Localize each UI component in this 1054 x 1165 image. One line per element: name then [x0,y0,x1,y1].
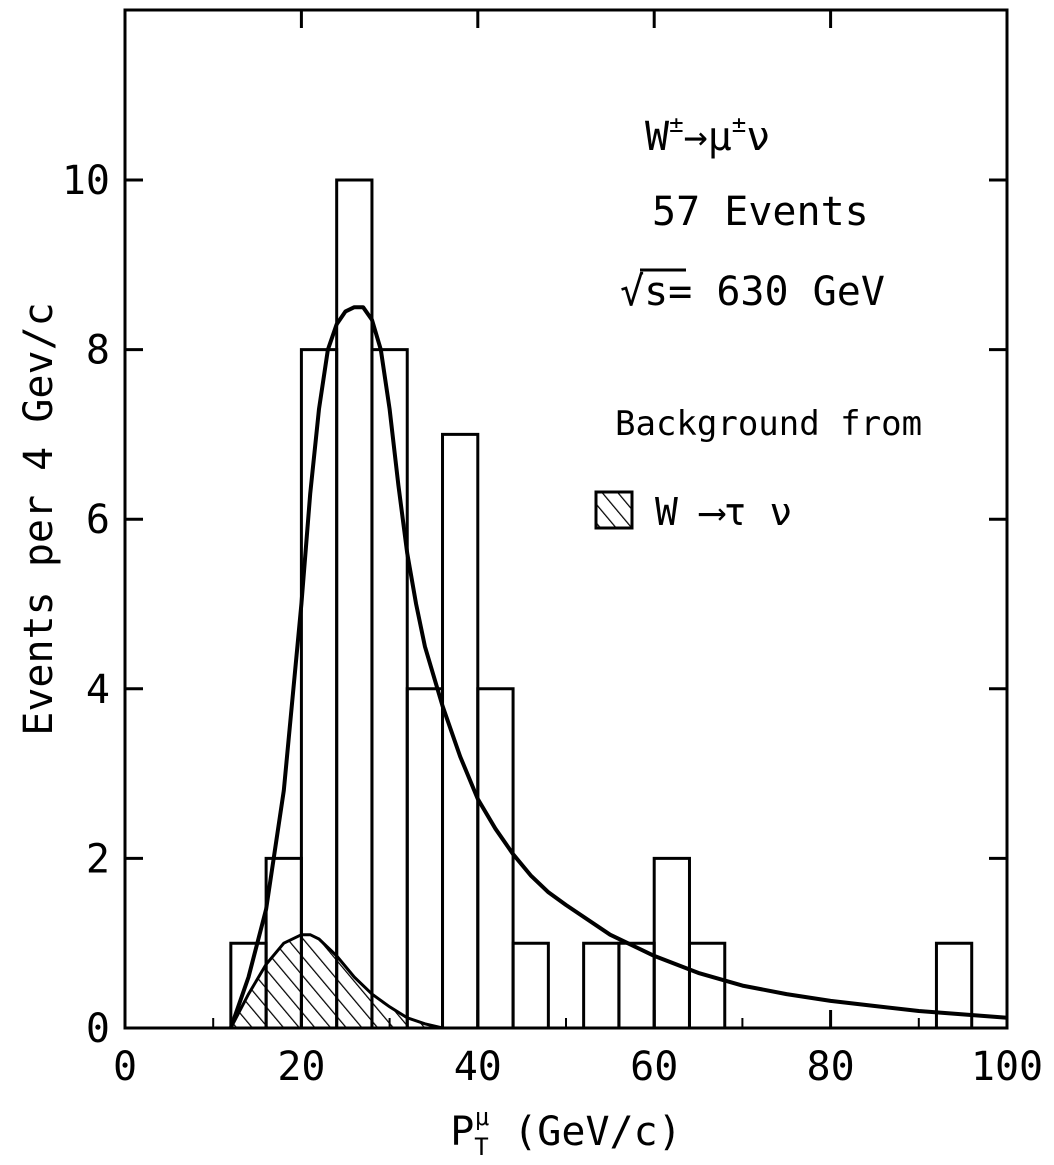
histogram-bin [617,941,656,1028]
legend-hatch-swatch [594,490,634,530]
background-title: Background from [615,404,922,444]
histogram-bin [511,941,550,1028]
plot-frame [123,8,1009,1030]
histogram-bin [441,432,480,1028]
process-w-charge: ± [669,110,683,138]
legend-background-label: W ⟶τ ν [655,490,792,534]
x-axis-label-sub: T [474,1133,488,1161]
process-label: W±→μ±ν [645,110,770,160]
energy-root: √ [620,269,644,315]
histogram-bin [299,348,339,1028]
energy-label: √s= 630 GeV [620,269,885,315]
process-mu-charge: ± [732,110,746,138]
histogram-bin [370,348,409,1028]
y-tick-label: 4 [86,667,110,713]
events-count: 57 Events [652,189,869,235]
x-axis-label: PTμ (GeV/c) [450,1103,682,1161]
x-tick-label: 60 [630,1044,678,1090]
histogram-bin [652,856,691,1028]
histogram-bin [405,687,445,1028]
histogram-bin [582,941,621,1028]
process-w: W [645,114,670,160]
x-tick-label: 80 [807,1044,855,1090]
y-tick-label: 6 [86,497,110,543]
energy-value: s= 630 GeV [644,269,885,315]
fit-curve [228,305,1008,1029]
y-tick-label: 2 [86,836,110,882]
y-tick-label: 0 [86,1006,110,1052]
x-axis-label-main: P [450,1109,474,1155]
process-nu: ν [746,114,770,160]
x-tick-label: 20 [277,1044,325,1090]
y-axis-label: Events per 4 Gev/c [16,302,62,735]
histogram-bin [687,941,727,1028]
x-axis-label-unit: (GeV/c) [513,1109,682,1155]
histogram-bin [476,687,515,1028]
x-axis-label-sup: μ [475,1103,489,1131]
process-arrow: → [684,114,708,160]
x-tick-label: 0 [113,1044,137,1090]
y-tick-label: 10 [62,158,110,204]
y-tick-label: 8 [86,328,110,374]
histogram-bin [934,941,974,1028]
x-tick-label: 100 [971,1044,1043,1090]
x-tick-label: 40 [454,1044,502,1090]
process-mu: μ [708,114,732,160]
